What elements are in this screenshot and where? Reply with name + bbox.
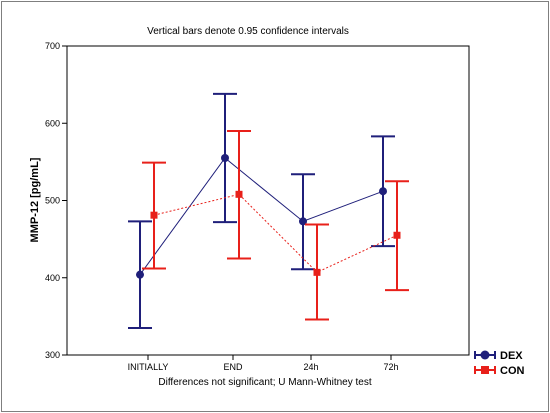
- y-tick-label: 600: [45, 118, 60, 128]
- series-con: [142, 129, 409, 321]
- series-layer: [128, 92, 409, 329]
- data-point: [150, 211, 158, 219]
- legend-item-dex: DEX: [474, 350, 523, 362]
- legend-marker: [481, 366, 489, 374]
- series-dex: [128, 92, 395, 329]
- legend-item-con: CON: [474, 365, 525, 377]
- data-point: [221, 154, 229, 163]
- chart-title: Vertical bars denote 0.95 confidence int…: [147, 26, 349, 37]
- x-tick-label: INITIALLY: [128, 362, 169, 372]
- data-point: [379, 187, 387, 196]
- legend-label: DEX: [500, 350, 523, 362]
- legend-label: CON: [500, 365, 525, 377]
- data-point: [136, 270, 144, 279]
- plot-border: [66, 45, 470, 356]
- x-tick-label: END: [223, 362, 243, 372]
- y-axis: 300 400 500 600 700: [45, 41, 67, 360]
- y-axis-label: MMP-12 [pg/mL]: [29, 157, 41, 242]
- legend-marker: [480, 350, 490, 360]
- x-tick-label: 72h: [383, 362, 398, 372]
- x-axis: INITIALLY END 24h 72h: [128, 355, 399, 372]
- y-tick-label: 500: [45, 196, 60, 206]
- x-tick-label: 24h: [303, 362, 318, 372]
- series-line: [139, 157, 384, 275]
- series-line: [153, 193, 398, 273]
- data-point: [393, 231, 401, 239]
- y-tick-label: 300: [45, 350, 60, 360]
- x-axis-label: Differences not significant; U Mann-Whit…: [158, 377, 371, 388]
- y-tick-label: 700: [45, 41, 60, 51]
- data-point: [235, 190, 243, 198]
- legend: DEX CON: [474, 350, 525, 377]
- y-tick-label: 400: [45, 273, 60, 283]
- plot-area: [66, 45, 470, 356]
- data-point: [313, 268, 321, 276]
- data-point: [299, 217, 307, 226]
